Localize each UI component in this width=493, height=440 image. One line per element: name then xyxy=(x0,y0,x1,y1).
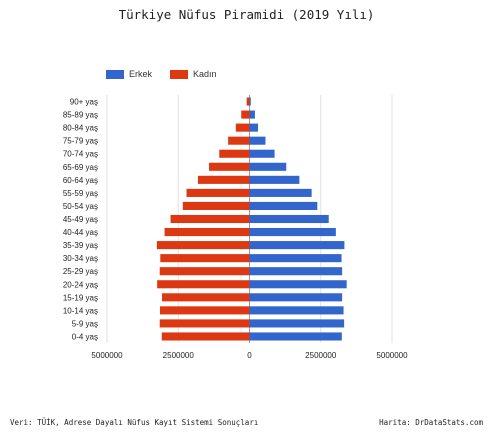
bar-erkek xyxy=(249,254,342,263)
bar-kadin xyxy=(164,228,250,237)
y-tick-label: 0-4 yaş xyxy=(72,332,98,341)
bar-kadin xyxy=(170,214,250,224)
bar-erkek xyxy=(249,123,259,132)
y-tick-label: 80-84 yaş xyxy=(63,124,98,133)
bar-kadin xyxy=(157,280,250,289)
y-tick-label: 20-24 yaş xyxy=(63,280,98,289)
bar-erkek xyxy=(249,319,345,328)
bar-kadin xyxy=(162,293,250,302)
bar-erkek xyxy=(249,188,312,197)
bar-erkek xyxy=(249,293,343,302)
y-tick-label: 55-59 yaş xyxy=(63,189,98,198)
legend-swatch-erkek xyxy=(106,69,124,79)
y-tick-label: 40-44 yaş xyxy=(63,228,98,237)
x-tick-label: 0 xyxy=(247,351,252,360)
bar-erkek xyxy=(249,136,266,145)
bar-kadin xyxy=(160,306,250,315)
bar-kadin xyxy=(159,319,250,328)
y-tick-label: 10-14 yaş xyxy=(63,306,98,315)
bar-erkek xyxy=(249,280,347,289)
legend-label-erkek: Erkek xyxy=(129,69,153,79)
y-tick-label: 5-9 yaş xyxy=(72,319,98,328)
bar-kadin xyxy=(209,162,250,171)
bar-kadin xyxy=(160,254,250,263)
bar-erkek xyxy=(249,175,300,184)
credit-note: Harita: DrDataStats.com xyxy=(379,418,483,427)
y-tick-label: 85-89 yaş xyxy=(63,111,98,120)
y-tick-label: 60-64 yaş xyxy=(63,176,98,185)
bar-erkek xyxy=(249,228,336,237)
bar-erkek xyxy=(249,97,251,106)
legend-item-erkek[interactable]: Erkek xyxy=(106,69,152,79)
y-tick-label: 50-54 yaş xyxy=(63,202,98,211)
bar-erkek xyxy=(249,149,275,158)
bar-erkek xyxy=(249,332,342,341)
y-tick-label: 75-79 yaş xyxy=(63,137,98,146)
legend-label-kadin: Kadın xyxy=(193,69,217,79)
bar-kadin xyxy=(241,110,250,119)
bar-kadin xyxy=(161,332,250,341)
y-tick-label: 35-39 yaş xyxy=(63,241,98,250)
y-tick-label: 70-74 yaş xyxy=(63,150,98,159)
bar-kadin xyxy=(219,149,250,158)
bar-kadin xyxy=(159,267,250,276)
bar-kadin xyxy=(186,188,250,197)
bar-erkek xyxy=(249,267,343,276)
chart-title: Türkiye Nüfus Piramidi (2019 Yılı) xyxy=(118,7,375,22)
y-tick-label: 30-34 yaş xyxy=(63,254,98,263)
bar-erkek xyxy=(249,110,255,119)
bar-erkek xyxy=(249,306,344,315)
bar-erkek xyxy=(249,201,318,210)
y-tick-label: 90+ yaş xyxy=(70,98,98,107)
bar-kadin xyxy=(197,175,250,184)
legend-item-kadin[interactable]: Kadın xyxy=(170,69,217,79)
y-tick-label: 45-49 yaş xyxy=(63,215,98,224)
y-tick-label: 15-19 yaş xyxy=(63,293,98,302)
bar-kadin xyxy=(235,123,250,132)
bar-kadin xyxy=(246,97,250,106)
x-tick-label: 2500000 xyxy=(305,351,337,360)
bar-kadin xyxy=(156,241,250,250)
bar-erkek xyxy=(249,241,345,250)
bar-erkek xyxy=(249,162,287,171)
source-note: Veri: TÜİK, Adrese Dayalı Nüfus Kayıt Si… xyxy=(10,418,259,427)
y-tick-label: 25-29 yaş xyxy=(63,267,98,276)
legend-swatch-kadin xyxy=(170,69,188,79)
bar-erkek xyxy=(249,214,329,224)
x-tick-label: 5000000 xyxy=(376,351,408,360)
bar-kadin xyxy=(228,136,250,145)
x-tick-label: 2500000 xyxy=(163,351,195,360)
bar-kadin xyxy=(182,201,250,210)
y-tick-label: 65-69 yaş xyxy=(63,163,98,172)
x-tick-label: 5000000 xyxy=(91,351,123,360)
